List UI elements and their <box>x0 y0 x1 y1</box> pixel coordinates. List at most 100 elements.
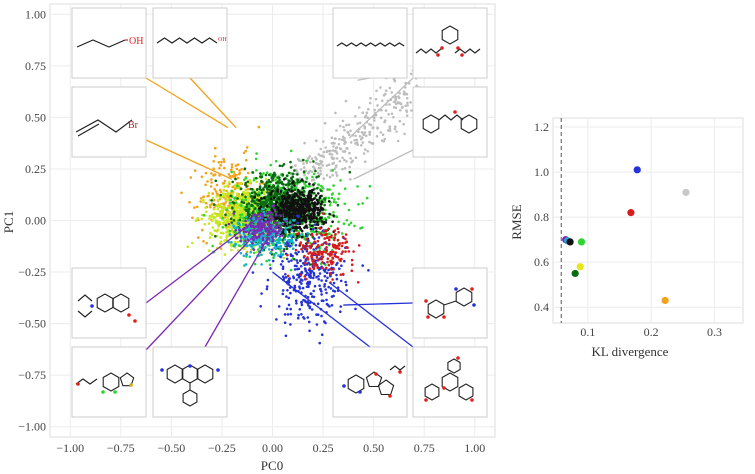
pca-point <box>279 238 283 241</box>
pca-point <box>298 197 301 200</box>
pca-point <box>335 164 338 167</box>
pca-point <box>323 274 327 278</box>
pca-point <box>202 195 205 198</box>
pca-point <box>321 164 325 167</box>
pca-point <box>341 272 345 276</box>
pca-point <box>263 234 266 237</box>
pca-point <box>244 149 248 153</box>
pca-point <box>302 170 306 173</box>
pca-point <box>325 173 329 177</box>
pca-point <box>298 242 302 246</box>
pca-point <box>279 214 283 217</box>
pca-point <box>328 212 331 216</box>
pca-x-tick: −0.50 <box>157 441 185 455</box>
pca-point <box>312 204 316 208</box>
pca-point <box>301 187 305 190</box>
pca-point <box>324 241 328 244</box>
heteroatom <box>129 383 133 387</box>
inset-frame <box>412 7 488 79</box>
pca-point <box>229 198 233 202</box>
pca-point <box>289 307 293 311</box>
pca-point <box>331 173 334 177</box>
pca-point <box>283 211 287 215</box>
pca-point <box>285 183 288 187</box>
pca-point <box>331 220 334 224</box>
pca-point <box>397 101 400 105</box>
pca-point <box>244 208 247 212</box>
pca-point <box>332 289 335 293</box>
bond-chain <box>454 48 481 54</box>
pca-point <box>333 236 337 239</box>
pca-point <box>234 177 237 181</box>
pca-point <box>223 166 226 170</box>
pca-point <box>279 227 283 230</box>
pca-point <box>268 188 271 192</box>
pca-point <box>259 188 263 192</box>
pca-point <box>314 252 317 256</box>
pca-point <box>328 254 332 257</box>
pca-point <box>292 232 296 235</box>
pca-point <box>228 180 231 184</box>
structure-propanol: OH <box>71 7 147 79</box>
pca-point <box>303 214 307 218</box>
pca-point <box>212 216 216 220</box>
pca-point <box>312 267 316 271</box>
pca-point <box>334 247 338 250</box>
inset-frame <box>412 86 488 158</box>
pca-point <box>344 280 347 284</box>
pca-point <box>294 222 297 225</box>
pca-point <box>250 203 253 207</box>
ring <box>441 25 459 45</box>
pca-point <box>380 108 383 112</box>
pca-point <box>405 96 409 100</box>
pca-point <box>300 200 303 204</box>
pca-point <box>345 283 348 287</box>
pca-point <box>262 236 265 240</box>
pca-point <box>262 210 266 214</box>
pca-point <box>298 308 302 311</box>
pca-point <box>199 197 203 200</box>
pca-point <box>283 321 287 325</box>
pca-point <box>220 212 223 216</box>
pca-point <box>281 289 285 292</box>
pca-point <box>288 244 292 248</box>
pca-point <box>320 250 324 254</box>
pca-point <box>331 256 334 260</box>
pca-point <box>398 91 401 95</box>
pca-point <box>286 244 290 248</box>
pca-point <box>386 129 390 132</box>
pca-point <box>289 291 292 295</box>
pca-point <box>342 125 345 129</box>
pca-point <box>337 220 340 224</box>
pca-point <box>311 175 314 179</box>
pca-point <box>319 154 322 158</box>
pca-point <box>253 213 257 216</box>
pca-point <box>334 232 337 236</box>
pca-point <box>309 194 313 197</box>
pca-point <box>338 147 342 150</box>
pca-point <box>288 179 291 183</box>
pca-point <box>268 231 272 234</box>
pca-point <box>250 207 254 211</box>
pca-point <box>289 323 292 326</box>
pca-point <box>340 252 343 255</box>
pca-point <box>380 99 384 103</box>
pca-point <box>254 225 258 228</box>
pca-point <box>297 202 301 206</box>
pca-point <box>285 209 289 213</box>
pca-point <box>308 189 312 193</box>
pca-point <box>224 226 227 229</box>
pca-point <box>297 200 300 203</box>
pca-point <box>278 178 281 181</box>
pca-point <box>312 289 316 293</box>
pca-point <box>297 250 300 254</box>
pca-point <box>308 329 311 333</box>
pca-point <box>311 262 315 265</box>
pca-point <box>209 205 212 209</box>
pca-point <box>215 195 218 198</box>
pca-point <box>301 279 304 282</box>
pca-point <box>328 150 331 153</box>
pca-point <box>278 164 282 168</box>
pca-point <box>317 163 321 166</box>
inset-frame <box>412 346 488 418</box>
